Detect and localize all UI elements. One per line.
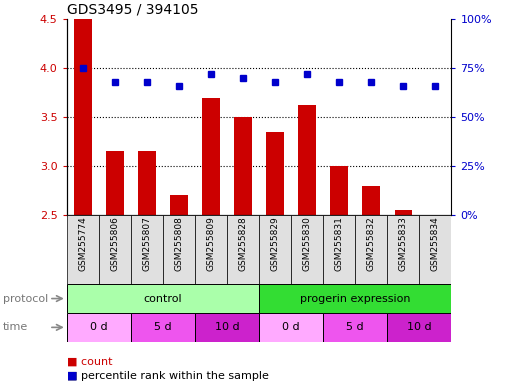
Bar <box>363 186 380 215</box>
Text: GSM255806: GSM255806 <box>110 217 120 271</box>
Bar <box>131 313 195 342</box>
Text: 10 d: 10 d <box>214 322 240 333</box>
Text: 0 d: 0 d <box>282 322 300 333</box>
Text: GSM255809: GSM255809 <box>206 217 215 271</box>
Text: ■ count: ■ count <box>67 357 112 367</box>
Text: 10 d: 10 d <box>407 322 432 333</box>
Text: GDS3495 / 394105: GDS3495 / 394105 <box>67 3 198 17</box>
Text: GSM255832: GSM255832 <box>367 217 376 271</box>
Text: GSM255834: GSM255834 <box>431 217 440 271</box>
Bar <box>163 215 195 284</box>
Bar <box>195 313 259 342</box>
Bar <box>227 215 259 284</box>
Text: 5 d: 5 d <box>154 322 172 333</box>
Text: ■: ■ <box>67 371 77 381</box>
Bar <box>67 284 259 313</box>
Bar <box>259 215 291 284</box>
Bar <box>420 215 451 284</box>
Bar <box>67 215 98 284</box>
Text: time: time <box>3 322 28 333</box>
Text: protocol: protocol <box>3 293 48 304</box>
Bar <box>98 215 131 284</box>
Bar <box>170 195 188 215</box>
Text: GSM255774: GSM255774 <box>78 217 87 271</box>
Bar <box>74 19 91 215</box>
Bar <box>323 215 355 284</box>
Text: GSM255828: GSM255828 <box>239 217 248 271</box>
Text: GSM255807: GSM255807 <box>142 217 151 271</box>
Bar <box>131 215 163 284</box>
Bar <box>330 166 348 215</box>
Bar <box>394 210 412 215</box>
Bar <box>259 313 323 342</box>
Text: 0 d: 0 d <box>90 322 108 333</box>
Bar <box>106 151 124 215</box>
Text: GSM255831: GSM255831 <box>334 217 344 271</box>
Text: GSM255829: GSM255829 <box>270 217 280 271</box>
Bar <box>355 215 387 284</box>
Bar <box>67 313 131 342</box>
Text: 5 d: 5 d <box>346 322 364 333</box>
Bar <box>202 98 220 215</box>
Bar <box>299 105 316 215</box>
Bar <box>323 313 387 342</box>
Text: GSM255808: GSM255808 <box>174 217 184 271</box>
Bar <box>266 132 284 215</box>
Text: progerin expression: progerin expression <box>300 293 410 304</box>
Bar <box>387 313 451 342</box>
Bar <box>138 151 155 215</box>
Text: GSM255833: GSM255833 <box>399 217 408 271</box>
Text: ■ percentile rank within the sample: ■ percentile rank within the sample <box>67 371 269 381</box>
Bar <box>291 215 323 284</box>
Bar <box>195 215 227 284</box>
Text: GSM255830: GSM255830 <box>303 217 312 271</box>
Text: control: control <box>144 293 182 304</box>
Bar <box>387 215 420 284</box>
Bar <box>259 284 451 313</box>
Bar <box>234 117 252 215</box>
